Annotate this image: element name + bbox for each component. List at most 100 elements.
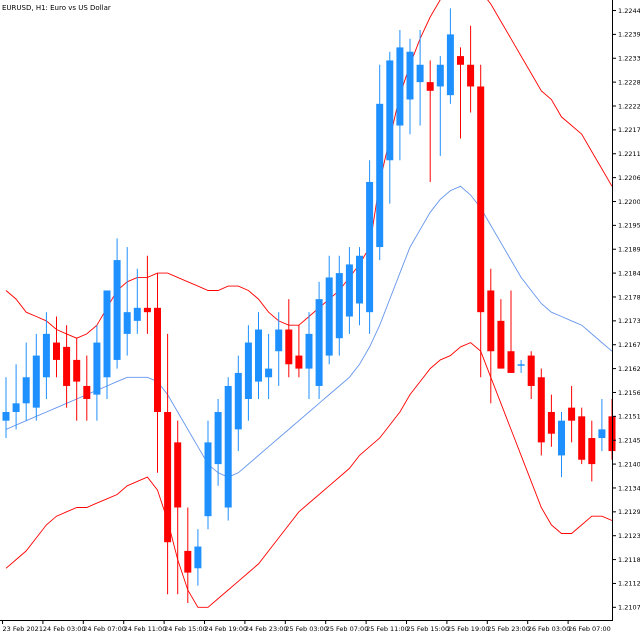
- candle: [224, 377, 232, 521]
- candle: [93, 325, 101, 421]
- candle-body: [234, 372, 242, 430]
- candle-body: [467, 64, 475, 87]
- y-tick-label: 1.21180: [618, 556, 640, 564]
- candle: [507, 290, 515, 373]
- candle-body: [457, 56, 464, 65]
- chart-title: EURUSD, H1: Euro vs US Dollar: [2, 4, 111, 12]
- y-tick-label: 1.21565: [618, 389, 640, 397]
- candle: [588, 420, 596, 482]
- candle: [154, 273, 161, 473]
- candle: [53, 316, 60, 378]
- candle: [578, 407, 586, 465]
- candle: [477, 64, 485, 378]
- candle-body: [568, 407, 576, 421]
- candle: [143, 255, 151, 334]
- candle-body: [275, 329, 283, 352]
- y-tick-label: 1.21400: [618, 460, 640, 468]
- candle-body: [224, 385, 232, 508]
- candle-body: [113, 260, 121, 360]
- candle: [436, 56, 444, 156]
- candle-body: [103, 290, 111, 378]
- candle: [527, 351, 535, 399]
- candle-body: [53, 342, 60, 360]
- candle: [376, 64, 384, 261]
- candle: [164, 333, 172, 595]
- y-tick-label: 1.22280: [618, 78, 640, 86]
- candle-body: [386, 60, 394, 161]
- candle: [356, 247, 363, 326]
- candle: [386, 51, 394, 204]
- y-tick-label: 1.21070: [618, 604, 640, 612]
- axes: [0, 0, 613, 621]
- candle: [83, 355, 91, 421]
- candles: [2, 8, 616, 603]
- x-tick-label: 25 Feb 11:00: [366, 625, 409, 633]
- candle: [244, 325, 252, 421]
- candle: [73, 338, 81, 421]
- candle: [285, 299, 293, 378]
- candle: [537, 368, 545, 456]
- y-tick-label: 1.21455: [618, 437, 640, 445]
- candle: [406, 38, 414, 135]
- candle: [396, 30, 404, 161]
- x-tick-label: 24 Feb 23:00: [245, 625, 288, 633]
- y-tick-label: 1.21290: [618, 508, 640, 516]
- candle-body: [578, 416, 586, 460]
- candle-body: [547, 412, 555, 434]
- y-tick-label: 1.22390: [618, 31, 640, 39]
- y-tick-label: 1.22005: [618, 198, 640, 206]
- candle-body: [184, 550, 192, 573]
- candle: [103, 290, 111, 399]
- x-tick-label: 25 Feb 19:00: [447, 625, 490, 633]
- candle-body: [507, 351, 515, 373]
- x-tick-label: 25 Feb 07:00: [326, 625, 369, 633]
- x-tick-label: 26 Feb 07:00: [568, 625, 611, 633]
- candle: [366, 160, 374, 334]
- candle-body: [93, 342, 101, 395]
- candle: [275, 312, 283, 386]
- candle-body: [133, 307, 141, 321]
- candle-body: [154, 307, 161, 412]
- y-tick-label: 1.21235: [618, 532, 640, 540]
- candle: [22, 342, 30, 421]
- candle: [194, 529, 202, 586]
- candle: [335, 255, 343, 356]
- candle-body: [143, 307, 151, 313]
- y-tick-label: 1.21950: [618, 222, 640, 230]
- candle-body: [325, 277, 333, 356]
- y-tick-label: 1.22335: [618, 55, 640, 63]
- candle: [2, 377, 10, 439]
- candle: [517, 359, 525, 373]
- candle-body: [83, 385, 91, 399]
- candle-body: [376, 103, 384, 248]
- y-tick-label: 1.21840: [618, 269, 640, 277]
- candle-body: [204, 442, 212, 517]
- candle-body: [477, 86, 485, 313]
- candle-body: [214, 412, 222, 465]
- candle-body: [63, 346, 71, 386]
- candle: [467, 25, 475, 113]
- x-tick-label: 24 Feb 07:00: [83, 625, 126, 633]
- candle-body: [285, 329, 293, 365]
- candle: [174, 420, 182, 595]
- candle: [457, 47, 464, 139]
- x-tick-label: 25 Feb 23:00: [487, 625, 530, 633]
- candle-body: [32, 355, 40, 408]
- candle-body: [315, 299, 323, 386]
- candle: [214, 398, 222, 486]
- candle-body: [12, 403, 20, 412]
- candle: [184, 507, 192, 603]
- y-tick-label: 1.22445: [618, 7, 640, 15]
- candle-body: [527, 355, 535, 386]
- candle-body: [446, 34, 454, 96]
- candle: [446, 8, 454, 104]
- candle: [558, 412, 565, 478]
- y-axis-ticks: 1.22445 1.22390 1.22335 1.22280 1.22225 1.221…: [612, 7, 640, 612]
- candle-body: [265, 368, 273, 378]
- candle-body: [123, 312, 131, 334]
- x-tick-label: 25 Feb 15:00: [407, 625, 450, 633]
- candle: [598, 398, 606, 452]
- y-tick-label: 1.22060: [618, 174, 640, 182]
- y-tick-label: 1.21730: [618, 317, 640, 325]
